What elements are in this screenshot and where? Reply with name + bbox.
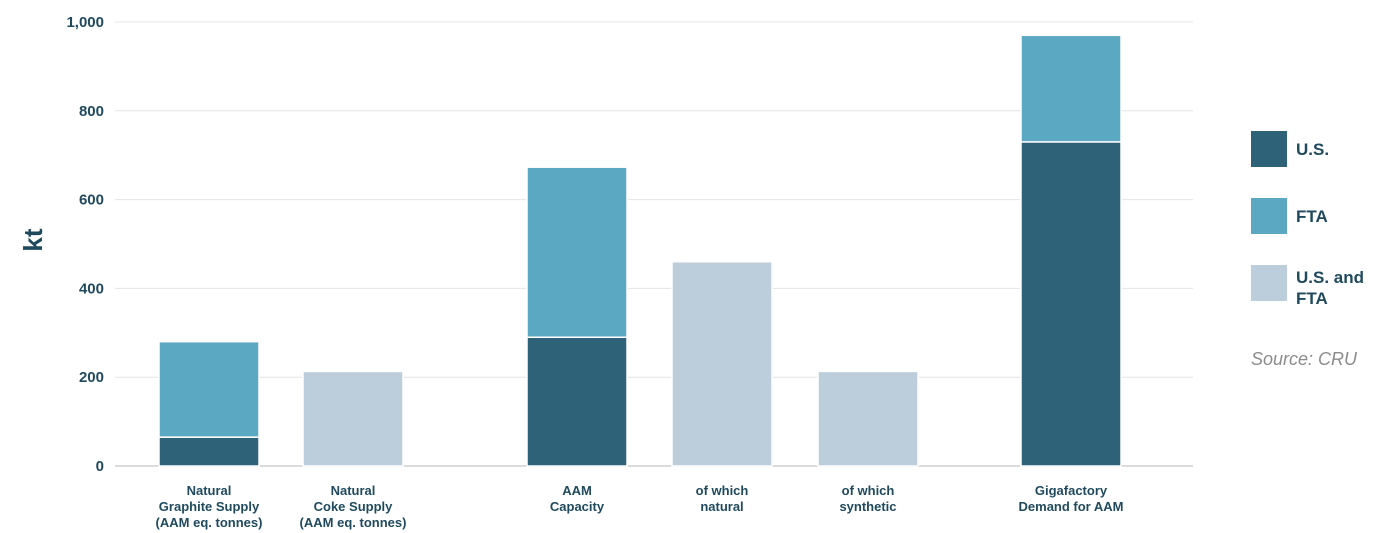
legend-swatch: [1251, 131, 1287, 167]
legend-label: FTA: [1296, 207, 1328, 226]
category-label: of which synthetic: [839, 483, 896, 514]
category-label: Natural Graphite Supply (AAM eq. tonnes): [156, 483, 263, 530]
y-tick-label: 600: [79, 192, 104, 209]
y-tick-label: 800: [79, 103, 104, 120]
category-labels: Natural Graphite Supply (AAM eq. tonnes) Na…: [156, 483, 1124, 530]
bar-segment: [817, 370, 919, 467]
category-label: of which natural: [696, 483, 749, 514]
bar-segment: [1020, 34, 1122, 143]
bar-segment: [158, 340, 260, 438]
legend-swatch: [1251, 265, 1287, 301]
bar-segment: [1020, 141, 1122, 467]
category-label: AAM Capacity: [550, 483, 605, 514]
source-note: Source: CRU: [1251, 349, 1358, 369]
bar-segment: [526, 166, 628, 338]
bar-segment: [302, 370, 404, 467]
bar-segment: [158, 436, 260, 467]
legend-label: U.S.: [1296, 140, 1329, 159]
y-axis-label: kt: [18, 228, 48, 251]
legend: U.S. FTA U.S. and FTA: [1251, 131, 1364, 308]
bars: [158, 34, 1122, 467]
category-label: Natural Coke Supply (AAM eq. tonnes): [300, 483, 407, 530]
y-tick-label: 400: [79, 280, 104, 297]
y-tick-label: 200: [79, 369, 104, 386]
y-tick-labels: 0 200 400 600 800 1,000: [66, 14, 104, 475]
category-label: Gigafactory Demand for AAM: [1019, 483, 1124, 514]
gridlines: [115, 21, 1193, 467]
y-tick-label: 1,000: [66, 14, 104, 31]
bar-segment: [526, 336, 628, 467]
legend-label: U.S. and FTA: [1296, 268, 1364, 308]
y-tick-label: 0: [96, 458, 104, 475]
legend-swatch: [1251, 198, 1287, 234]
bar-segment: [671, 261, 773, 467]
